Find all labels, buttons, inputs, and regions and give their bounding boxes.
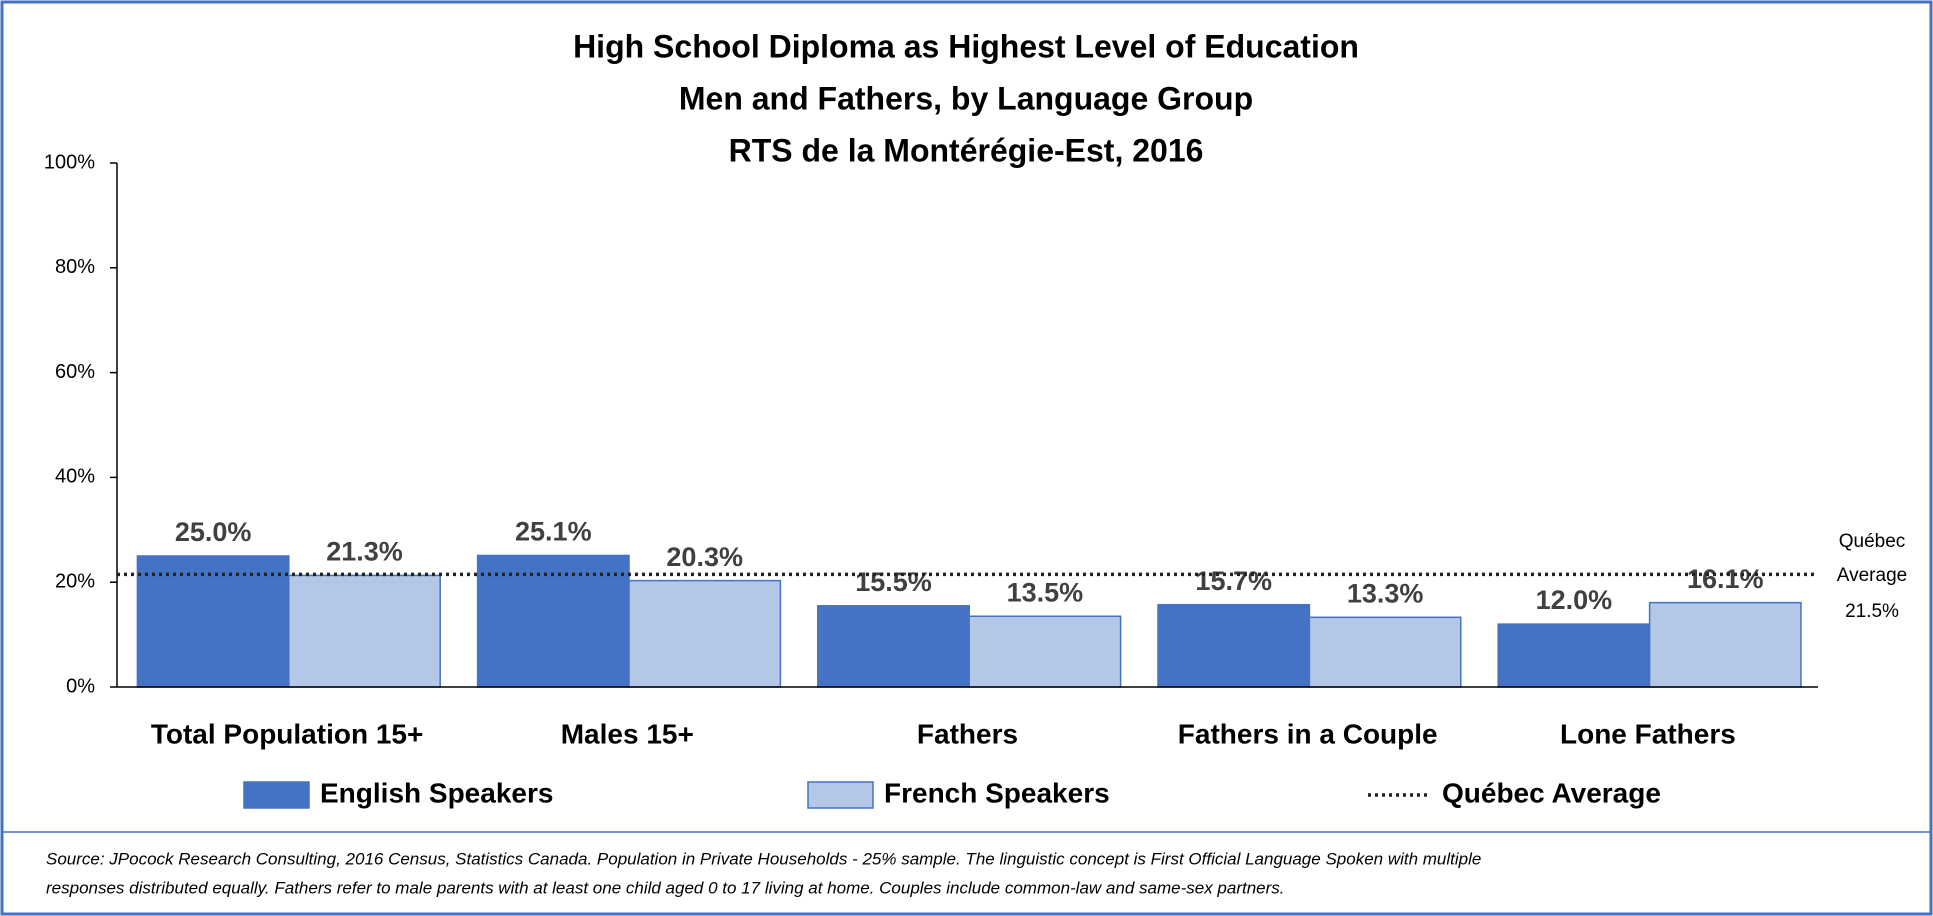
bar — [817, 605, 970, 688]
y-tick-label: 60% — [55, 361, 95, 383]
y-tick-label: 80% — [55, 256, 95, 278]
bar — [288, 574, 441, 688]
legend-label: English Speakers — [320, 777, 553, 808]
source-note: Source: JPocock Research Consulting, 201… — [46, 849, 1481, 868]
y-tick-label: 100% — [44, 151, 95, 173]
bar — [476, 554, 630, 688]
data-label: 13.3% — [1347, 578, 1424, 608]
chart-title: RTS de la Montérégie-Est, 2016 — [729, 132, 1204, 168]
legend-label: Québec Average — [1442, 777, 1661, 808]
bar — [628, 579, 782, 688]
data-label: 21.3% — [326, 537, 403, 567]
legend-swatch — [807, 781, 874, 809]
data-label: 16.1% — [1687, 564, 1764, 594]
bar — [968, 615, 1122, 688]
bar — [136, 555, 290, 688]
bar — [1157, 603, 1311, 688]
y-tick-label: 40% — [55, 466, 95, 488]
data-label: 20.3% — [666, 542, 743, 572]
bar — [1648, 601, 1802, 688]
y-tick-label: 20% — [55, 570, 95, 592]
data-label: 25.0% — [175, 517, 252, 547]
bar — [1497, 623, 1651, 688]
legend-label: French Speakers — [884, 777, 1110, 808]
chart-title: High School Diploma as Highest Level of … — [573, 28, 1359, 64]
x-tick-label: Fathers in a Couple — [1178, 718, 1438, 749]
x-tick-label: Lone Fathers — [1560, 718, 1736, 749]
source-note: responses distributed equally. Fathers r… — [46, 878, 1285, 897]
x-tick-label: Males 15+ — [561, 718, 694, 749]
chart-title: Men and Fathers, by Language Group — [679, 80, 1253, 116]
reference-annotation: Québec Average — [1837, 531, 1907, 586]
bar — [1308, 616, 1462, 688]
data-label: 25.1% — [515, 517, 592, 547]
data-label: 12.0% — [1536, 585, 1613, 615]
reference-value: 21.5% — [1845, 601, 1899, 622]
legend-swatch — [243, 781, 310, 809]
y-tick-label: 0% — [66, 675, 95, 697]
x-tick-label: Fathers — [917, 718, 1018, 749]
data-label: 15.5% — [855, 567, 932, 597]
x-tick-label: Total Population 15+ — [151, 718, 424, 749]
data-label: 13.5% — [1007, 577, 1084, 607]
data-label: 15.7% — [1195, 566, 1272, 596]
